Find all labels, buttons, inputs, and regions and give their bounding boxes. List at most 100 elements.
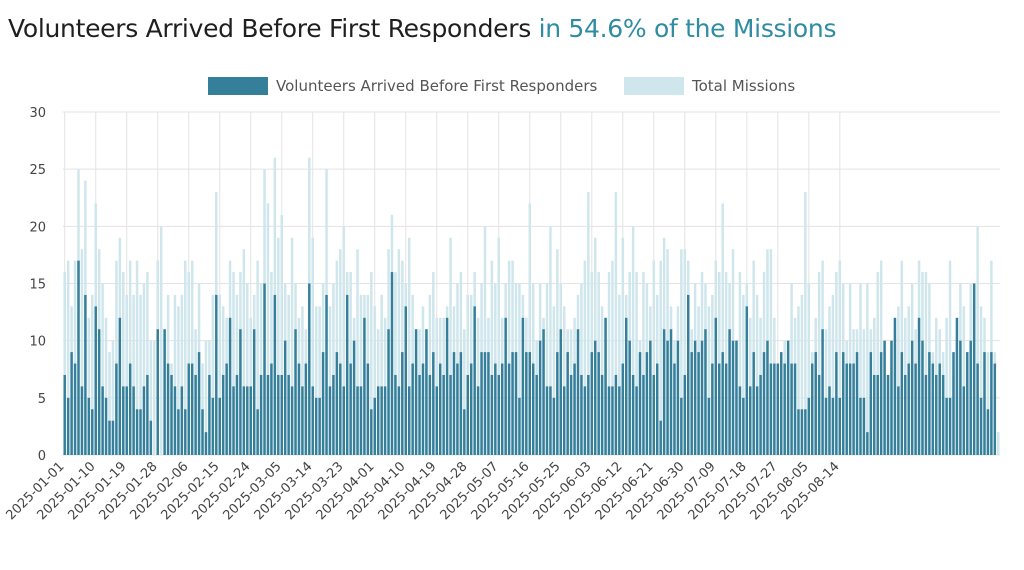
bar-total [356, 249, 359, 455]
bar-arrived [435, 386, 439, 455]
bar-arrived [321, 352, 325, 455]
bar-arrived [662, 329, 666, 455]
bar-arrived [938, 363, 941, 455]
bar-arrived [766, 340, 769, 455]
bar-arrived [759, 374, 762, 455]
bar-arrived [631, 374, 635, 455]
bar-total [149, 340, 153, 455]
bar-arrived [835, 352, 838, 455]
bar-arrived [132, 386, 135, 455]
bar-arrived [745, 306, 749, 455]
bar-arrived [180, 386, 184, 455]
bar-total [301, 306, 304, 455]
bar-arrived [383, 386, 387, 455]
bar-total [373, 306, 376, 455]
bar-arrived [866, 432, 869, 455]
bar-arrived [693, 340, 697, 455]
bar-arrived [104, 397, 108, 455]
bar-total [862, 329, 866, 455]
bar-arrived [211, 397, 215, 455]
bar-arrived [966, 352, 969, 455]
bar-total [580, 283, 583, 455]
bar-arrived [142, 386, 146, 455]
bar-total [101, 283, 104, 455]
bar-arrived [363, 317, 366, 455]
bar-arrived [935, 374, 938, 455]
bar-arrived [972, 283, 976, 455]
bar-total [218, 294, 221, 455]
bar-total [721, 203, 724, 455]
bar-total [177, 306, 180, 455]
bar-arrived [173, 386, 177, 455]
bar-total [142, 283, 146, 455]
bar-total [683, 249, 687, 455]
bar-arrived [607, 386, 611, 455]
bar-arrived [611, 386, 614, 455]
bar-arrived [952, 352, 955, 455]
legend-swatch-total [624, 77, 684, 95]
bar-arrived [807, 397, 811, 455]
bar-total [755, 294, 759, 455]
bar-arrived [676, 340, 680, 455]
bar-total [797, 306, 800, 455]
bar-arrived [931, 363, 935, 455]
bar-total [483, 226, 487, 455]
chart-title: Volunteers Arrived Before First Responde… [8, 14, 837, 43]
bar-total [621, 237, 625, 455]
bar-arrived [979, 397, 983, 455]
legend-label-total: Total Missions [691, 77, 795, 95]
y-tick-label: 5 [38, 392, 46, 407]
bar-arrived [190, 363, 194, 455]
bar-arrived [266, 374, 270, 455]
y-tick-label: 30 [29, 106, 46, 121]
bar-arrived [597, 352, 600, 455]
bar-arrived [924, 374, 928, 455]
bar-arrived [73, 363, 77, 455]
bar-arrived [166, 363, 170, 455]
bar-total [190, 260, 194, 455]
bar-total [859, 283, 862, 455]
bar-total [290, 237, 294, 455]
bar-total [659, 260, 662, 455]
bar-total [111, 340, 115, 455]
bar-total [91, 294, 94, 455]
bar-arrived [156, 329, 159, 455]
bar-total [742, 294, 745, 455]
bar-arrived [139, 409, 142, 455]
bar-total [180, 294, 184, 455]
bar-arrived [170, 374, 173, 455]
bar-arrived [311, 386, 314, 455]
bar-total [652, 260, 656, 455]
bar-arrived [208, 374, 211, 455]
bar-total [277, 237, 280, 455]
bar-total [824, 329, 828, 455]
chart-title-accent: in 54.6% of the Missions [538, 14, 837, 43]
bar-arrived [566, 352, 569, 455]
bar-total [986, 352, 990, 455]
bar-arrived [308, 283, 311, 455]
bar-arrived [752, 352, 755, 455]
bar-arrived [118, 317, 122, 455]
y-tick-label: 25 [29, 163, 46, 178]
bar-arrived [993, 363, 997, 455]
bar-arrived [862, 397, 866, 455]
bar-total [897, 306, 900, 455]
bar-arrived [673, 363, 676, 455]
bar-arrived [342, 386, 345, 455]
bar-arrived [215, 294, 218, 455]
bar-arrived [983, 352, 986, 455]
bar-arrived [879, 352, 883, 455]
bar-total [359, 294, 363, 455]
bar-arrived [128, 363, 132, 455]
bar-total [280, 214, 283, 455]
bar-total [807, 283, 811, 455]
bar-arrived [786, 340, 790, 455]
bar-arrived [538, 340, 542, 455]
bar-arrived [900, 352, 904, 455]
bar-arrived [535, 374, 538, 455]
bar-arrived [859, 397, 862, 455]
bar-total [924, 272, 928, 455]
bar-arrived [228, 317, 232, 455]
bar-arrived [669, 329, 673, 455]
